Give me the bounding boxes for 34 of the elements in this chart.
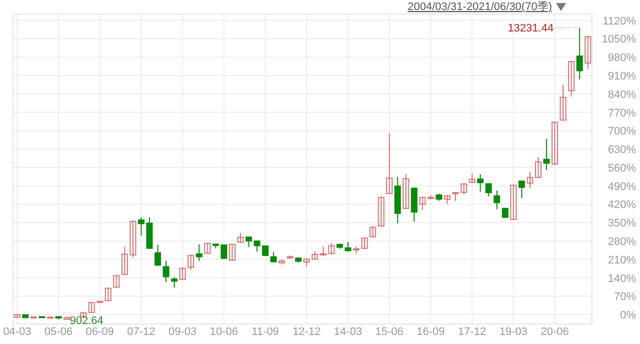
x-tick-label: 14-03 xyxy=(334,326,362,338)
y-tick-label: 420% xyxy=(608,199,636,212)
y-tick-label: 630% xyxy=(608,144,636,156)
y-tick-label: 1120% xyxy=(602,15,636,28)
y-tick-label: 1050% xyxy=(602,34,636,46)
y-tick-label: 350% xyxy=(608,218,636,230)
y-tick-label: 770% xyxy=(608,107,636,120)
y-tick-label: 140% xyxy=(608,272,636,285)
x-tick-label: 11-09 xyxy=(252,326,279,338)
x-tick-label: 12-12 xyxy=(292,326,321,338)
y-tick-label: 910% xyxy=(608,70,636,82)
x-tick-label: 20-06 xyxy=(540,326,569,338)
y-tick-label: 840% xyxy=(608,88,636,101)
x-tick-label: 19-03 xyxy=(499,326,528,338)
y-tick-label: 490% xyxy=(608,180,636,193)
x-tick-label: 07-12 xyxy=(127,326,156,338)
y-tick-label: 210% xyxy=(608,254,636,266)
annotation: 13231.44 xyxy=(508,22,554,35)
x-tick-label: 09-03 xyxy=(168,326,197,338)
y-tick-label: 700% xyxy=(608,126,636,138)
y-tick-label: 560% xyxy=(608,162,636,174)
x-tick-label: 16-09 xyxy=(416,326,445,338)
x-tick-label: 15-06 xyxy=(375,326,404,338)
x-tick-label: 10-06 xyxy=(210,326,238,338)
x-tick-label: 04-03 xyxy=(3,326,32,338)
annotation: 902.64 xyxy=(70,315,104,328)
x-tick-label: 17-12 xyxy=(458,326,486,338)
y-tick-label: 980% xyxy=(608,52,636,64)
y-tick-label: 70% xyxy=(614,291,636,304)
y-tick-label: 0% xyxy=(620,310,636,322)
x-tick-label: 06-09 xyxy=(86,326,114,338)
x-tick-label: 05-06 xyxy=(44,326,73,338)
y-tick-label: 280% xyxy=(608,236,636,248)
chart-title: 2004/03/31-2021/06/30(70季) xyxy=(408,0,552,13)
